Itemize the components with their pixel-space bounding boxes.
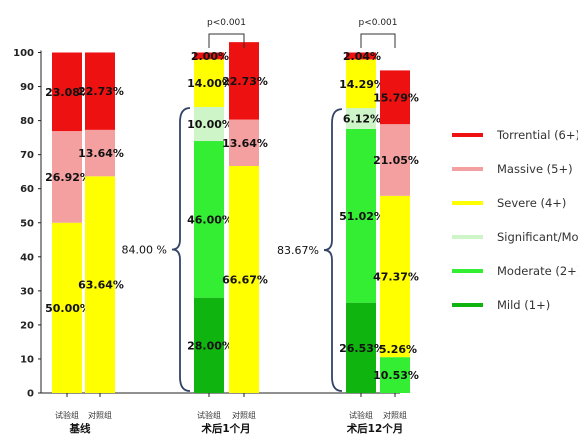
group-label: 术后1个月 [200,422,250,435]
y-tick-label: 70 [20,150,34,161]
bar-segment [85,176,115,393]
y-tick-label: 100 [13,48,34,59]
bar-value-label: 51.02% [339,210,385,223]
bar-segment [85,129,115,177]
bar-value-label: 6.12% [343,113,381,126]
bar-segment [380,124,410,196]
y-tick-label: 50 [20,218,34,229]
p-value-label: p<0.001 [207,18,246,28]
legend-label: Severe (4+) [497,196,566,210]
bar-value-label: 22.73% [222,75,268,88]
significance-bracket [208,33,245,48]
y-tick-label: 30 [20,286,34,297]
bar-segment [194,59,224,107]
x-category-label: 对照组 [232,410,256,420]
curly-brace [323,108,343,392]
bar-value-label: 28.00% [187,339,233,352]
bar-segment [380,357,410,393]
y-tick-label: 80 [20,116,34,127]
bar-segment [346,52,376,60]
y-tick-label: 90 [20,82,34,93]
bar-segment [52,131,82,223]
bar-value-label: 26.92% [45,171,91,184]
bar-segment [194,297,224,393]
x-category-label: 对照组 [383,410,407,420]
bar-value-label: 14.00% [187,77,233,90]
bar-segment [229,119,259,166]
x-category-label: 试验组 [349,410,373,420]
bar-value-label: 10.53% [373,369,419,382]
bar-segment [194,141,224,298]
legend-label: Significant/Mod [497,230,578,244]
bar-segment [229,42,259,120]
significance-bracket [360,33,396,48]
y-tick-label: 0 [27,389,34,400]
y-tick-label: 10 [20,354,34,365]
bar-segment [194,52,224,60]
bar-value-label: 15.79% [373,91,419,104]
bar-segment [85,52,115,130]
brace-percent-label: 83.67% [277,244,319,257]
bar-segment [346,59,376,109]
bar-value-label: 66.67% [222,273,268,286]
bar-value-label: 21.05% [373,154,419,167]
legend-label: Mild (1+) [497,298,550,312]
legend-label: Massive (5+) [497,162,573,176]
bar-value-label: 13.64% [78,147,124,160]
bar-value-label: 22.73% [78,85,124,98]
bar-segment [346,108,376,129]
y-tick-label: 40 [20,252,34,263]
bar-value-label: 2.04% [343,50,381,63]
bar-segment [52,222,82,393]
y-tick-label: 60 [20,184,34,195]
bar-value-label: 13.64% [222,137,268,150]
bar-segment [229,165,259,393]
bar-value-label: 23.08% [45,86,91,99]
bar-segment [346,302,376,393]
x-category-label: 试验组 [55,410,79,420]
bar-value-label: 46.00% [187,213,233,226]
curly-brace [171,107,191,392]
bar-value-label: 63.64% [78,279,124,292]
x-category-label: 试验组 [197,410,221,420]
bar-value-label: 10.00% [187,118,233,131]
group-label: 基线 [69,422,91,435]
p-value-label: p<0.001 [358,18,397,28]
bar-segment [380,70,410,125]
brace-percent-label: 84.00 % [122,243,167,256]
bar-value-label: 26.53% [339,342,385,355]
group-label: 术后12个月 [346,422,404,435]
bar-segment [52,52,82,132]
bar-segment [194,106,224,142]
x-category-label: 对照组 [88,410,112,420]
bar-value-label: 2.00% [191,50,229,63]
bar-value-label: 5.26% [379,343,417,356]
y-tick-label: 20 [20,320,34,331]
bar-segment [346,128,376,303]
bar-value-label: 47.37% [373,270,419,283]
bar-segment [380,195,410,358]
bar-value-label: 50.00% [45,302,91,315]
legend-label: Moderate (2+) [497,264,578,278]
bar-value-label: 14.29% [339,78,385,91]
legend-label: Torrential (6+) [496,128,578,142]
